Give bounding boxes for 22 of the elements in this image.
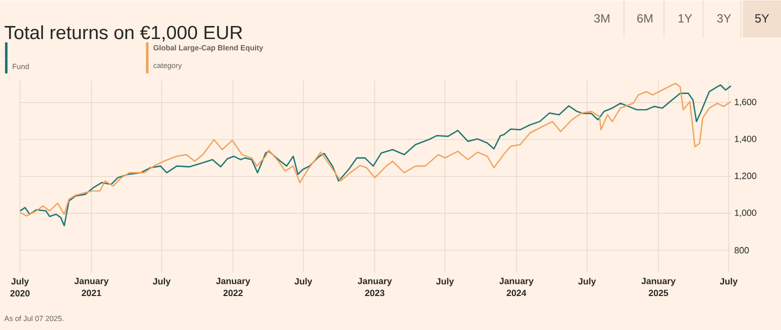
y-tick-label: 1,400 xyxy=(734,136,756,143)
x-tick-label: July xyxy=(578,278,596,286)
x-tick-label: January 2023 xyxy=(358,278,392,296)
text: 1Y xyxy=(678,14,692,22)
x-tick-label: July 2020 xyxy=(10,278,30,296)
text: 3Y xyxy=(717,14,732,22)
text: 3M xyxy=(594,14,610,22)
x-tick-label: January 2021 xyxy=(74,278,109,296)
y-tick-label: 1,000 xyxy=(734,209,756,217)
x-tick-label: July xyxy=(720,278,738,286)
x-tick-label: July xyxy=(436,278,454,286)
y-tick-label: 800 xyxy=(734,246,749,254)
y-tick-label: 1,200 xyxy=(734,172,756,180)
x-tick-label: July xyxy=(152,278,171,286)
x-tick-label: July xyxy=(294,278,312,286)
text: 5Y xyxy=(755,14,770,22)
x-tick-label: January 2022 xyxy=(216,278,250,296)
y-tick-label: 1,600 xyxy=(734,98,756,106)
x-tick-label: January 2025 xyxy=(641,278,676,296)
x-tick-label: January 2024 xyxy=(499,278,534,296)
chart-title: Total returns on €1,000 EUR xyxy=(4,25,242,42)
text: 6M xyxy=(637,14,652,22)
